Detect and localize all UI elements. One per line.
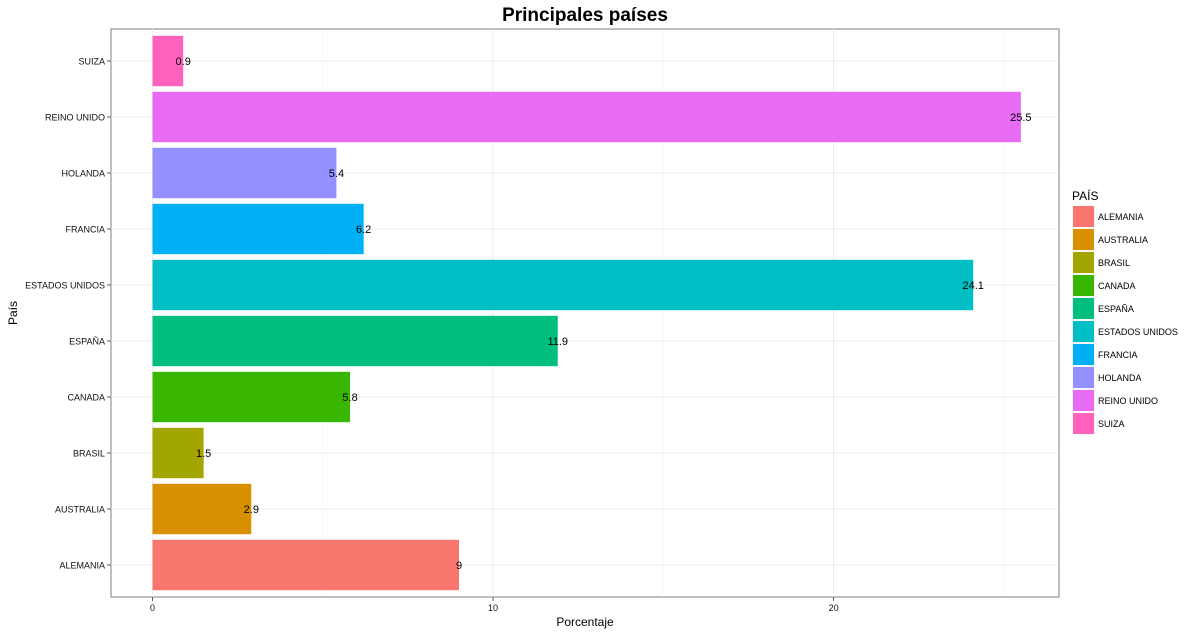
legend-label: ESPAÑA	[1098, 304, 1134, 314]
bar-value-label: 5.4	[329, 168, 344, 180]
legend-label: ALEMANIA	[1098, 212, 1144, 222]
bar	[152, 483, 252, 535]
bar	[152, 427, 204, 479]
legend-swatch	[1073, 298, 1094, 319]
legend-swatch	[1073, 275, 1094, 296]
legend-label: HOLANDA	[1098, 373, 1142, 383]
legend-label: SUIZA	[1098, 419, 1125, 429]
bar	[152, 259, 974, 311]
y-axis: ALEMANIA AUSTRALIA BRASIL CANADA ESPAÑA ESTAD…	[25, 57, 111, 571]
bar	[152, 371, 351, 423]
y-tick-label: BRASIL	[73, 449, 105, 459]
bar-value-label: 25.5	[1010, 112, 1031, 124]
x-tick-label: 10	[488, 603, 498, 613]
bar	[152, 35, 184, 87]
bar-value-label: 1.5	[196, 448, 211, 460]
x-axis: 0 10 20	[150, 597, 839, 613]
bar	[152, 203, 364, 255]
legend-label: ESTADOS UNIDOS	[1098, 327, 1178, 337]
chart-title: Principales países	[502, 5, 668, 26]
bar-value-label: 0.9	[176, 56, 191, 68]
y-tick-label: AUSTRALIA	[55, 505, 105, 515]
legend-swatch	[1073, 344, 1094, 365]
value-labels: 9 2.9 1.5 5.8 11.9 24.1 6.2 5.4 25.5 0.9	[176, 56, 1032, 572]
bar	[152, 539, 460, 591]
bar-value-label: 5.8	[342, 392, 357, 404]
y-tick-label: SUIZA	[78, 57, 105, 67]
legend-swatch	[1073, 252, 1094, 273]
bar-value-label: 24.1	[962, 280, 983, 292]
y-tick-label: ESTADOS UNIDOS	[25, 281, 105, 291]
legend-label: BRASIL	[1098, 258, 1130, 268]
y-tick-label: REINO UNIDO	[45, 113, 105, 123]
y-tick-label: FRANCIA	[65, 225, 105, 235]
y-tick-label: HOLANDA	[61, 169, 105, 179]
bar	[152, 91, 1021, 143]
legend-swatch	[1073, 206, 1094, 227]
legend-label: REINO UNIDO	[1098, 396, 1158, 406]
legend-label: AUSTRALIA	[1098, 235, 1148, 245]
legend-label: CANADA	[1098, 281, 1136, 291]
legend-swatch	[1073, 229, 1094, 250]
bar	[152, 315, 558, 367]
x-tick-label: 20	[829, 603, 839, 613]
legend-swatch	[1073, 390, 1094, 411]
legend: PAÍS ALEMANIA AUSTRALIA BRASIL CANADA ESPAÑA…	[1071, 188, 1178, 436]
legend-swatch	[1073, 367, 1094, 388]
bar-value-label: 6.2	[356, 224, 371, 236]
bar	[152, 147, 337, 199]
legend-swatch	[1073, 321, 1094, 342]
y-tick-label: CANADA	[67, 393, 105, 403]
y-tick-label: ALEMANIA	[59, 561, 105, 571]
bar-value-label: 9	[456, 560, 462, 572]
y-tick-label: ESPAÑA	[69, 337, 105, 347]
legend-label: FRANCIA	[1098, 350, 1138, 360]
legend-swatch	[1073, 413, 1094, 434]
bar-value-label: 11.9	[547, 336, 568, 348]
x-tick-label: 0	[150, 603, 155, 613]
bars	[152, 35, 1021, 591]
legend-title: PAÍS	[1072, 188, 1098, 203]
x-axis-title: Porcentaje	[556, 615, 614, 629]
bar-value-label: 2.9	[244, 504, 259, 516]
y-axis-title: País	[6, 301, 20, 325]
